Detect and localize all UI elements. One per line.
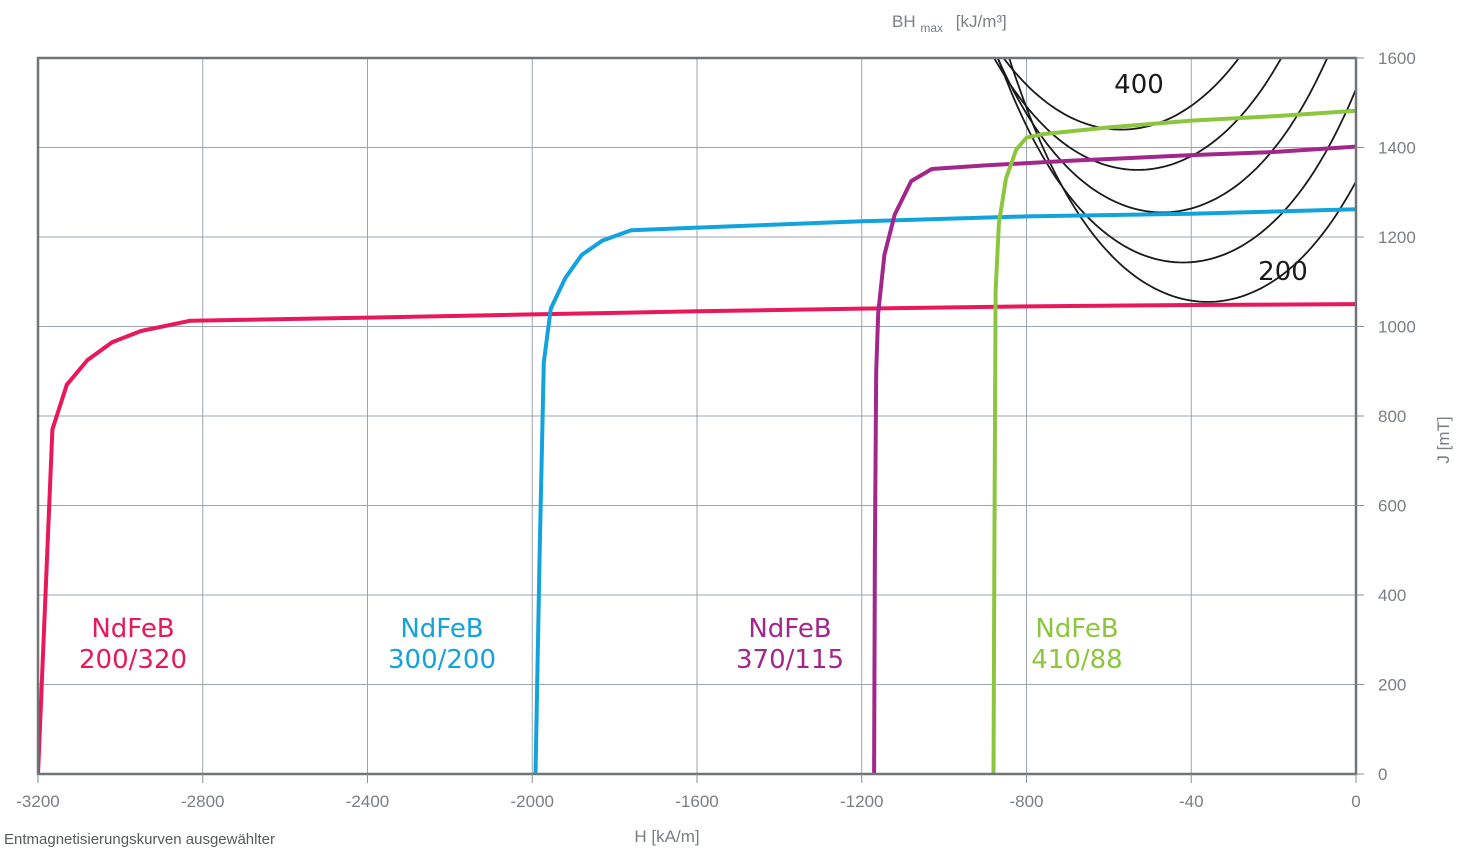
y-axis-label: J [mT]	[1434, 416, 1453, 463]
x-tick-label: -2400	[346, 792, 389, 811]
series-label-4: NdFeB	[1035, 614, 1118, 644]
series-line-4	[991, 108, 1356, 774]
bh-curve-4	[997, 58, 1356, 264]
y-tick-label: 1600	[1378, 49, 1416, 68]
y-tick-label: 1200	[1378, 228, 1416, 247]
series-label-1: 200/320	[79, 645, 187, 675]
x-tick-label: -2800	[181, 792, 224, 811]
bh-curve-3	[996, 58, 1329, 214]
series-label-2: 300/200	[388, 645, 496, 675]
bh-curve-2	[993, 58, 1283, 171]
x-tick-label: -40	[1179, 792, 1204, 811]
bh-curve-label: 200	[1258, 257, 1308, 287]
bh-curve-labels: 400 200	[1114, 70, 1308, 287]
series-line-1	[38, 302, 1356, 774]
series-line-2	[533, 207, 1356, 774]
series-label-4: 410/88	[1031, 645, 1122, 675]
series-lines	[38, 108, 1356, 774]
y-tick-label: 800	[1378, 407, 1406, 426]
y-tick-label: 200	[1378, 676, 1406, 695]
series-labels: NdFeB200/320NdFeB300/200NdFeB370/115NdFe…	[79, 614, 1123, 675]
top-axis-label-unit: [kJ/m³]	[956, 12, 1007, 31]
series-label-3: NdFeB	[748, 614, 831, 644]
y-tick-label: 1400	[1378, 139, 1416, 158]
x-tick-labels: -3200 -2800 -2400 -2000 -1600 -1200 -800 -40 0	[16, 774, 1361, 811]
x-axis-label: H [kA/m]	[634, 827, 699, 846]
y-tick-label: 0	[1378, 765, 1387, 784]
series-label-3: 370/115	[736, 645, 844, 675]
top-axis-label-sub: max	[920, 21, 943, 35]
chart-caption: Entmagnetisierungskurven ausgewählter	[4, 831, 275, 848]
bh-curve-5	[1008, 58, 1356, 303]
x-tick-label: -2000	[511, 792, 554, 811]
y-tick-label: 600	[1378, 497, 1406, 516]
series-label-1: NdFeB	[91, 614, 174, 644]
top-axis-label-main: BH	[892, 12, 916, 31]
grid-lines	[38, 58, 1356, 774]
x-tick-label: -3200	[16, 792, 59, 811]
top-axis-label: BH max [kJ/m³]	[892, 12, 1007, 36]
x-tick-label: -800	[1009, 792, 1043, 811]
y-tick-label: 400	[1378, 586, 1406, 605]
series-label-2: NdFeB	[400, 614, 483, 644]
x-tick-label: -1200	[840, 792, 883, 811]
y-tick-label: 1000	[1378, 318, 1416, 337]
bh-curve-label: 400	[1114, 70, 1164, 100]
y-tick-labels: 0 200 400 600 800 1000 1200 1400 1600	[1356, 49, 1416, 784]
series-line-3	[872, 144, 1356, 774]
x-tick-label: 0	[1351, 792, 1360, 811]
x-tick-label: -1600	[675, 792, 718, 811]
